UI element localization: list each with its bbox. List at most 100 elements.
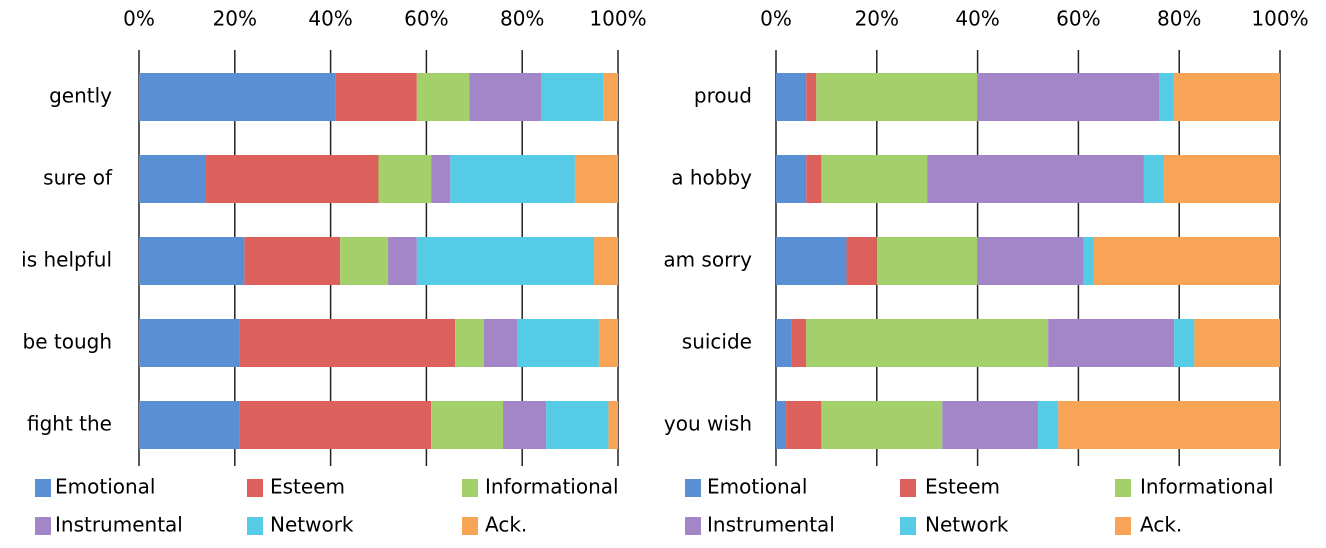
bar-segment <box>455 319 484 367</box>
bar-segment <box>1048 319 1175 367</box>
bar-segment <box>977 237 1084 285</box>
bar-segment <box>846 237 877 285</box>
bar-segment <box>806 319 1049 367</box>
bar-segment <box>821 155 928 203</box>
bar-segment <box>776 237 847 285</box>
legend-swatch <box>685 517 701 535</box>
bar-segment <box>1038 401 1059 449</box>
bar-segment <box>977 73 1160 121</box>
bar-segment <box>1159 73 1175 121</box>
y-tick-label: sure of <box>43 166 113 190</box>
bar-segment <box>876 237 978 285</box>
y-tick-label: proud <box>694 84 752 108</box>
bar-segment <box>927 155 1144 203</box>
bar-segment <box>388 237 417 285</box>
x-tick-label: 40% <box>308 7 352 31</box>
bar-segment <box>239 319 456 367</box>
legend-swatch <box>247 479 263 497</box>
x-tick-label: 0% <box>760 7 792 31</box>
bar-segment <box>1093 237 1280 285</box>
bar-segment <box>806 155 822 203</box>
bar-segment <box>335 73 417 121</box>
legend-label: Emotional <box>55 475 155 499</box>
bar-segment <box>1143 155 1165 203</box>
bar-segment <box>450 155 575 203</box>
y-tick-label: be tough <box>23 330 112 354</box>
bar-segment <box>546 401 609 449</box>
bar-segment <box>139 73 336 121</box>
bar-segment <box>469 73 542 121</box>
legend-swatch <box>685 479 701 497</box>
bar-segment <box>206 155 379 203</box>
legend-label: Emotional <box>707 475 807 499</box>
x-tick-label: 100% <box>1251 7 1308 31</box>
bar-segment <box>594 237 618 285</box>
legend-label: Ack. <box>1140 513 1182 537</box>
x-tick-label: 40% <box>955 7 999 31</box>
bar-segment <box>239 401 432 449</box>
x-tick-label: 60% <box>404 7 448 31</box>
y-tick-label: fight the <box>27 412 112 436</box>
legend-swatch <box>1115 517 1131 535</box>
bar-segment <box>1174 73 1280 121</box>
legend-label: Network <box>270 513 354 537</box>
bar-segment <box>416 73 470 121</box>
legend-label: Informational <box>1140 475 1274 499</box>
bar-segment <box>821 401 943 449</box>
bar-segment <box>598 319 618 367</box>
bar-segment <box>776 155 807 203</box>
legend-swatch <box>247 517 263 535</box>
y-tick-label: gently <box>49 84 112 108</box>
bar-segment <box>942 401 1039 449</box>
y-tick-label: a hobby <box>671 166 752 190</box>
bar-segment <box>776 319 792 367</box>
bar-segment <box>1194 319 1280 367</box>
legend-swatch <box>462 479 478 497</box>
bar-segment <box>541 73 604 121</box>
x-tick-label: 80% <box>500 7 544 31</box>
legend-label: Informational <box>485 475 619 499</box>
x-tick-label: 60% <box>1056 7 1100 31</box>
bar-segment <box>517 319 599 367</box>
legend-label: Network <box>925 513 1009 537</box>
x-tick-label: 0% <box>123 7 155 31</box>
x-tick-label: 20% <box>213 7 257 31</box>
bar-segment <box>603 73 618 121</box>
bar-segment <box>1164 155 1280 203</box>
y-tick-label: is helpful <box>21 248 112 272</box>
bar-segment <box>786 401 822 449</box>
legend-label: Ack. <box>485 513 527 537</box>
bar-segment <box>1083 237 1094 285</box>
legend-swatch <box>462 517 478 535</box>
bar-segment <box>139 401 240 449</box>
bar-segment <box>483 319 518 367</box>
legend-label: Esteem <box>925 475 1000 499</box>
legend-swatch <box>35 479 51 497</box>
x-tick-label: 100% <box>589 7 646 31</box>
y-tick-label: suicide <box>682 330 752 354</box>
x-tick-label: 80% <box>1157 7 1201 31</box>
bar-segment <box>806 73 817 121</box>
legend-swatch <box>1115 479 1131 497</box>
bar-segment <box>431 155 451 203</box>
y-tick-label: you wish <box>664 412 752 436</box>
bar-segment <box>139 237 245 285</box>
bar-segment <box>244 237 341 285</box>
bar-segment <box>340 237 389 285</box>
bar-segment <box>776 401 787 449</box>
bar-segment <box>816 73 978 121</box>
bar-segment <box>776 73 807 121</box>
legend-label: Instrumental <box>707 513 835 537</box>
bar-segment <box>139 319 240 367</box>
legend-label: Instrumental <box>55 513 183 537</box>
legend-swatch <box>900 517 916 535</box>
x-tick-label: 20% <box>855 7 899 31</box>
legend-label: Esteem <box>270 475 345 499</box>
bar-segment <box>378 155 432 203</box>
bar-segment <box>431 401 504 449</box>
bar-segment <box>416 237 595 285</box>
bar-segment <box>1058 401 1280 449</box>
y-tick-label: am sorry <box>663 248 752 272</box>
bar-segment <box>791 319 807 367</box>
legend-swatch <box>900 479 916 497</box>
